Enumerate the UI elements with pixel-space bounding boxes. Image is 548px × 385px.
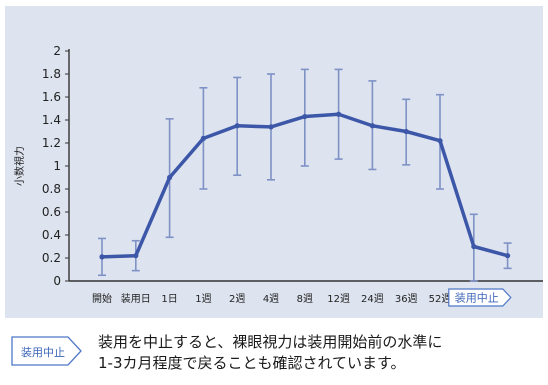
x-tick-label: 8週 [297,293,313,305]
data-point [268,124,274,130]
data-point [234,123,240,129]
x-tick-label: 装用日 [121,292,151,305]
data-point [99,254,105,260]
y-tick-label: 2 [53,44,61,58]
x-tick-label: 36週 [395,293,418,305]
chart-panel: 0 0.2 0.4 0.6 0.8 1 1.2 1.4 1.6 1.8 2 小数視力開始 装用日 1日 1週… [5,6,543,318]
y-tick-label: 1.8 [42,67,61,81]
y-tick-label: 1 [53,159,61,173]
note-line-2: 1-3カ月程度で戻ることも確認されています。 [98,354,406,372]
note-badge: 装用中止 [11,336,82,366]
data-point [200,135,206,141]
x-tick-label: 24週 [361,293,384,305]
x-tick-label: 4週 [263,293,279,305]
x-tick-label: 開始 [92,292,112,305]
x-tick-label: 装用中止 [455,292,499,305]
y-tick-label: 1.4 [42,113,61,127]
x-tick-label: 2週 [229,293,245,305]
x-tick-label: 1日 [161,294,177,305]
data-point [471,243,477,250]
x-tick-label: 52週 [429,293,452,305]
data-point [302,113,308,120]
note-text: 装用を中止すると、裸眼視力は装用開始前の水準に 1-3カ月程度で戻ることも確認さ… [98,332,538,374]
note-line-1: 装用を中止すると、裸眼視力は装用開始前の水準に [98,333,443,351]
data-point [403,128,409,135]
y-tick-label: 0.4 [42,228,61,242]
x-tick-label: 1週 [195,293,211,305]
y-tick-label: 0.6 [42,205,61,219]
x-tick-label: 12週 [327,293,350,305]
data-point [505,253,511,259]
note-section: 装用中止 装用を中止すると、裸眼視力は装用開始前の水準に 1-3カ月程度で戻るこ… [10,330,544,380]
y-tick-label: 0.2 [42,251,61,265]
y-axis-label: 小数視力 [13,146,26,186]
y-tick-label: 1.2 [42,136,61,150]
y-tick-label: 0 [53,274,61,288]
data-point [437,138,443,144]
data-point [369,123,375,129]
y-tick-label: 1.6 [42,90,61,104]
data-point [133,253,139,259]
x-tick-highlight-box [448,288,512,307]
y-tick-label: 0.8 [42,182,61,196]
data-point [336,111,342,117]
data-point [167,174,173,181]
note-badge-label: 装用中止 [21,346,65,359]
